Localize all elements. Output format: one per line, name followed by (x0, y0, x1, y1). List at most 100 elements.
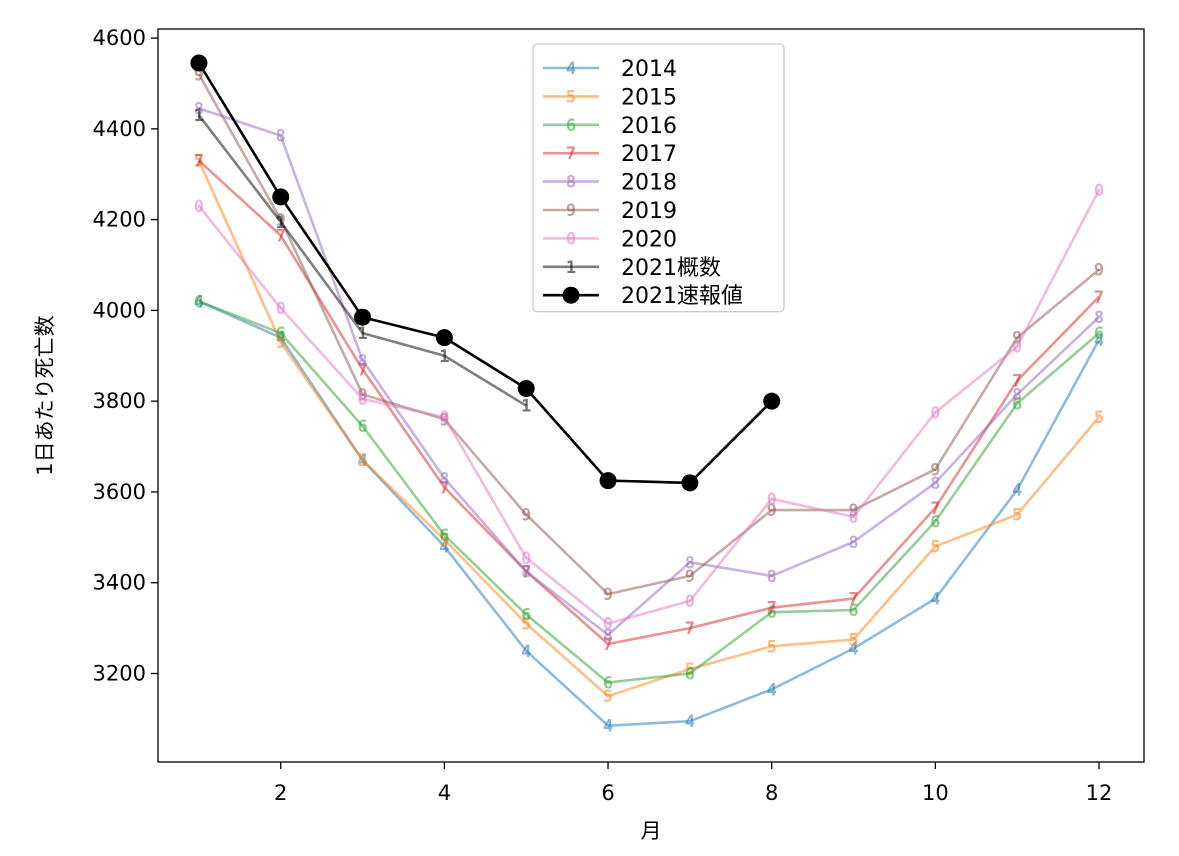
data-point (517, 379, 535, 397)
y-tick-label: 4000 (93, 298, 146, 322)
series-line (197, 160, 1100, 698)
series-line (198, 300, 1101, 728)
data-point: 0 (848, 508, 858, 528)
data-point: 5 (603, 687, 613, 707)
data-point: 8 (439, 469, 449, 489)
data-point: 7 (685, 619, 695, 639)
data-point: 4 (1012, 481, 1022, 501)
data-point: 4 (276, 329, 286, 349)
series-line (197, 73, 1100, 596)
series-2021概数: 1 1 1 1 1 (194, 106, 532, 416)
data-point: 9 (767, 501, 777, 521)
data-point: 0 (521, 549, 531, 569)
y-tick-label: 3600 (93, 480, 146, 504)
legend-label: 2020 (621, 227, 677, 252)
data-point: 6 (685, 664, 695, 684)
data-point: 4 (439, 537, 449, 557)
data-point: 4 (848, 640, 858, 660)
x-tick-label: 4 (438, 781, 451, 805)
data-point: 0 (1094, 181, 1104, 201)
data-point: 0 (1012, 338, 1022, 358)
data-point: 5 (276, 333, 286, 353)
legend-marker: 4 (566, 59, 576, 79)
data-point: 4 (1094, 331, 1104, 351)
legend: 4 2014 5 2015 6 2016 7 2017 8 2018 9 2019 0 2020 1 2021… (532, 43, 785, 313)
data-point: 9 (930, 460, 940, 480)
legend-marker: 6 (566, 116, 576, 136)
y-axis-label: 1日あたり死亡数 (33, 315, 57, 475)
data-point: 9 (194, 65, 204, 85)
data-point: 8 (767, 567, 777, 587)
data-point (435, 329, 453, 347)
series-line (197, 114, 527, 407)
legend-marker: 7 (566, 144, 576, 164)
y-tick-label: 3400 (93, 571, 146, 595)
data-point: 0 (357, 390, 367, 410)
data-point: 6 (1012, 394, 1022, 414)
data-point: 5 (930, 537, 940, 557)
series-line (197, 189, 1101, 625)
data-point: 6 (521, 605, 531, 625)
data-point: 7 (357, 360, 367, 380)
data-point: 1 (194, 106, 204, 126)
data-point: 5 (439, 531, 449, 551)
data-point: 1 (276, 213, 286, 233)
data-point: 0 (767, 490, 777, 510)
legend-item: 9 2019 (543, 199, 677, 224)
data-point: 5 (767, 637, 777, 657)
series-2018: 8 8 8 8 8 8 8 8 8 8 8 8 (194, 99, 1104, 645)
data-point: 8 (1094, 308, 1104, 328)
data-point: 9 (603, 585, 613, 605)
x-tick-label: 2 (274, 781, 287, 805)
data-point: 9 (439, 410, 449, 430)
data-point: 5 (1094, 408, 1104, 428)
data-point: 8 (930, 474, 940, 494)
data-point: 8 (357, 351, 367, 371)
legend-item: 8 2018 (543, 171, 677, 196)
legend-label: 2017 (621, 142, 677, 167)
legend-marker: 5 (566, 87, 576, 107)
data-point: 5 (685, 660, 695, 680)
data-point: 1 (357, 324, 367, 344)
series-2016: 6 6 6 6 6 6 6 6 6 6 6 6 (194, 292, 1104, 693)
data-point: 8 (603, 626, 613, 646)
legend-marker: 9 (566, 201, 576, 221)
data-point (190, 54, 208, 72)
data-point: 1 (439, 347, 449, 367)
data-point: 6 (603, 674, 613, 694)
legend-label: 2016 (621, 114, 677, 139)
data-point: 5 (357, 451, 367, 471)
data-point: 6 (848, 601, 858, 621)
series-2020: 0 0 0 0 0 0 0 0 0 0 0 0 (194, 181, 1104, 634)
data-point: 4 (930, 590, 940, 610)
y-tick-label: 4200 (93, 208, 146, 232)
legend-marker: 1 (566, 258, 576, 278)
data-point: 7 (1094, 288, 1104, 308)
data-point: 7 (930, 499, 940, 519)
data-point: 7 (767, 599, 777, 619)
data-point: 6 (276, 324, 286, 344)
legend-item: 0 2020 (543, 227, 677, 252)
legend-box (532, 43, 785, 313)
data-point: 0 (930, 404, 940, 424)
data-point: 7 (603, 635, 613, 655)
data-point: 4 (685, 712, 695, 732)
data-point: 8 (1012, 385, 1022, 405)
data-point: 8 (194, 99, 204, 119)
data-point: 8 (848, 533, 858, 553)
data-point: 7 (276, 227, 286, 247)
legend-item: 1 2021概数 (543, 256, 721, 281)
data-point: 6 (767, 603, 777, 623)
data-point: 8 (276, 127, 286, 147)
data-point: 4 (767, 680, 777, 700)
data-point: 7 (1012, 372, 1022, 392)
legend-item: 4 2014 (543, 57, 677, 82)
y-tick-label: 3800 (93, 389, 146, 413)
data-point: 0 (276, 299, 286, 319)
legend-marker: 0 (566, 229, 576, 249)
data-point: 8 (685, 553, 695, 573)
